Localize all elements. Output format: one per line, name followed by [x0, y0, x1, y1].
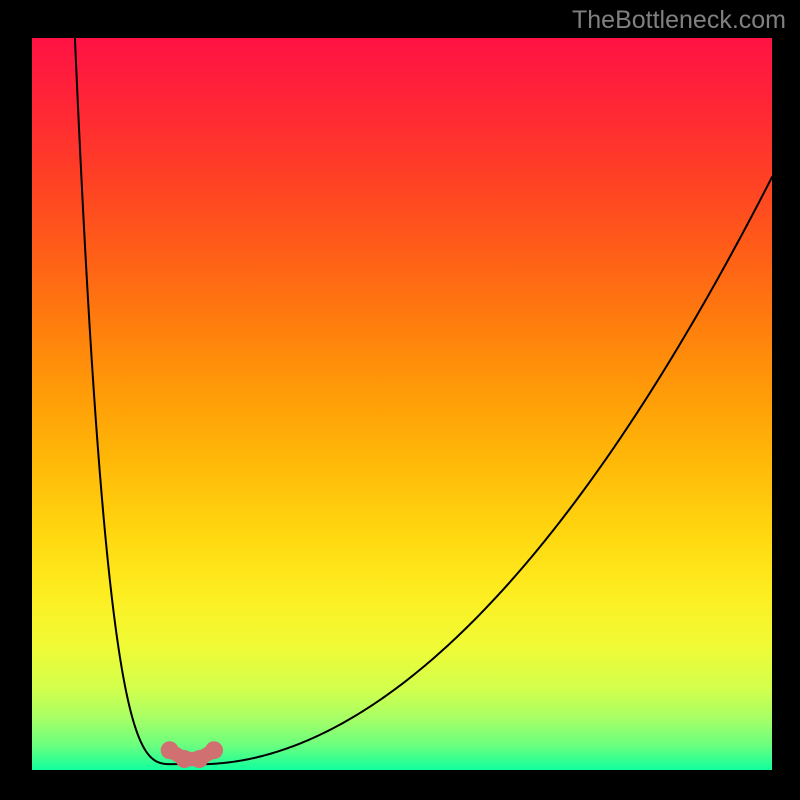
bottleneck-curve-chart [32, 38, 772, 770]
marker-point [205, 741, 223, 759]
watermark-text: TheBottleneck.com [572, 6, 786, 35]
gradient-background [32, 38, 772, 770]
figure-canvas: TheBottleneck.com [0, 0, 800, 800]
